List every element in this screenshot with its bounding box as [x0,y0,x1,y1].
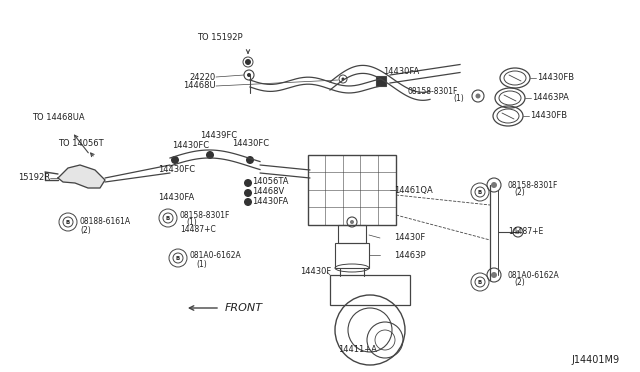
Text: 14468V: 14468V [252,186,284,196]
Circle shape [516,230,520,234]
Circle shape [491,182,497,188]
Text: B: B [478,279,482,285]
Text: 14430F: 14430F [300,267,332,276]
Circle shape [245,59,251,65]
Text: 14430FC: 14430FC [232,138,269,148]
Bar [376,76,386,86]
Text: 14430FC: 14430FC [158,166,195,174]
Text: B: B [176,256,180,260]
Text: 081A0-6162A: 081A0-6162A [508,270,560,279]
Text: 14430FA: 14430FA [383,67,419,77]
Text: 08188-6161A: 08188-6161A [80,218,131,227]
Text: 24220: 24220 [189,73,216,81]
Circle shape [171,156,179,164]
Text: 15192R: 15192R [18,173,50,183]
Text: TO 14468UA: TO 14468UA [32,113,84,122]
Circle shape [476,93,481,99]
Text: 14430FA: 14430FA [158,193,195,202]
Text: (2): (2) [514,189,525,198]
Circle shape [244,198,252,206]
Bar [330,275,410,305]
Text: 14468U: 14468U [184,81,216,90]
Text: 08158-8301F: 08158-8301F [508,180,558,189]
Text: (1): (1) [186,218,196,228]
Text: B: B [478,189,482,195]
Circle shape [350,220,354,224]
Circle shape [246,156,254,164]
Polygon shape [58,165,105,188]
Text: 14487+E: 14487+E [508,228,543,237]
Text: 14430F: 14430F [394,234,425,243]
Circle shape [491,272,497,278]
Text: 14487+C: 14487+C [180,225,216,234]
Text: 14461QA: 14461QA [394,186,433,195]
Circle shape [206,151,214,159]
Text: TO 15192P: TO 15192P [197,33,243,42]
Circle shape [247,73,251,77]
Text: (2): (2) [514,279,525,288]
Text: 14463PA: 14463PA [532,93,569,103]
Bar [338,225,366,243]
Text: 081A0-6162A: 081A0-6162A [190,251,242,260]
Text: 14056TA: 14056TA [252,176,289,186]
Text: B: B [66,219,70,224]
Text: (1): (1) [453,94,464,103]
Text: 14430FB: 14430FB [537,74,574,83]
Text: 08158-8301F: 08158-8301F [408,87,458,96]
Circle shape [244,189,252,197]
Text: 14439FC: 14439FC [200,131,237,140]
Text: 08158-8301F: 08158-8301F [180,211,230,219]
Bar [308,155,396,225]
Circle shape [342,77,344,80]
Text: 14463P: 14463P [394,250,426,260]
Text: 14430FA: 14430FA [252,196,288,205]
Text: 14430FC: 14430FC [172,141,209,150]
Text: (2): (2) [80,225,91,234]
Bar [335,243,369,268]
Text: FRONT: FRONT [225,303,263,313]
Text: 14430FB: 14430FB [530,112,567,121]
Text: J14401M9: J14401M9 [572,355,620,365]
Text: 14411+A: 14411+A [339,346,378,355]
Text: TO 14056T: TO 14056T [58,138,104,148]
Circle shape [244,179,252,187]
Text: B: B [166,215,170,221]
Text: (1): (1) [196,260,207,269]
